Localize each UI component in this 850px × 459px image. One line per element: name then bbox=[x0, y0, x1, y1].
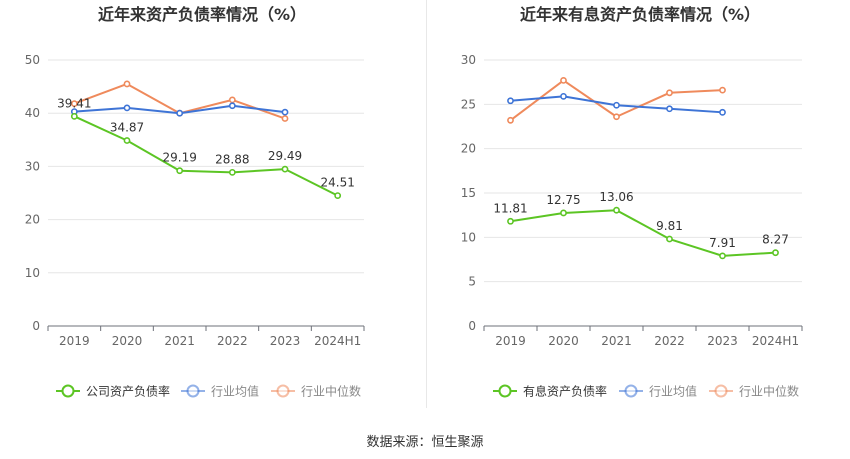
chart1-point-company-2024H1 bbox=[334, 192, 342, 200]
chart2-point-company-2020 bbox=[560, 209, 567, 217]
chart2-series-line-company bbox=[510, 209, 776, 257]
chart2-data-label-2022: 9.81 bbox=[656, 219, 683, 233]
chart1-point-company-2019 bbox=[70, 112, 78, 120]
chart1-point-company-2020 bbox=[123, 137, 131, 144]
chart2-x-tick-label-2021: 2021 bbox=[601, 334, 632, 348]
chart1-point-avg-2022 bbox=[228, 102, 236, 110]
chart1-y-tick-label-30: 30 bbox=[25, 159, 40, 173]
chart2-point-avg-2019 bbox=[507, 97, 514, 105]
chart2-point-median-2021 bbox=[613, 113, 620, 121]
chart1-y-tick-label-10: 10 bbox=[25, 266, 40, 280]
chart1-x-tick-label-2022: 2022 bbox=[217, 334, 248, 348]
chart1-data-label-2024H1: 24.51 bbox=[320, 176, 354, 190]
chart1-x-tick-label-2020: 2020 bbox=[112, 334, 143, 348]
chart1-x-tick-label-2023: 2023 bbox=[270, 334, 301, 348]
chart2-y-tick-label-5: 5 bbox=[468, 275, 476, 289]
chart2-legend-label-avg: 行业均值 bbox=[649, 384, 697, 399]
chart2-point-company-2019 bbox=[507, 217, 514, 225]
chart1-legend-label-avg: 行业均值 bbox=[211, 384, 259, 399]
chart2-y-tick-label-15: 15 bbox=[461, 186, 476, 200]
chart2-data-label-2019: 11.81 bbox=[493, 201, 527, 215]
chart1-y-tick-label-50: 50 bbox=[25, 53, 40, 67]
data-source-note: 数据来源：恒生聚源 bbox=[366, 435, 484, 450]
chart2-point-avg-2022 bbox=[666, 105, 673, 113]
chart2-title: 近年来有息资产负债率情况（%） bbox=[520, 5, 760, 24]
chart1-point-median-2019 bbox=[70, 100, 78, 108]
chart2-point-avg-2021 bbox=[613, 101, 620, 109]
chart1-point-company-2022 bbox=[228, 168, 236, 176]
chart1-y-tick-label-20: 20 bbox=[25, 213, 40, 227]
chart1-legend-marker-avg bbox=[186, 384, 200, 398]
chart2-y-tick-label-10: 10 bbox=[461, 230, 476, 244]
panel-divider bbox=[426, 0, 427, 408]
chart1-data-label-2020: 34.87 bbox=[110, 120, 144, 134]
chart1-data-label-2023: 29.49 bbox=[268, 149, 302, 163]
chart1-legend-marker-company bbox=[61, 384, 75, 398]
chart1-legend-marker-median bbox=[276, 384, 290, 398]
chart1-data-label-2022: 28.88 bbox=[215, 152, 249, 166]
chart1-point-avg-2020 bbox=[123, 104, 131, 112]
chart2-legend-marker-median bbox=[714, 384, 728, 398]
chart2-y-tick-label-25: 25 bbox=[461, 97, 476, 111]
chart1-legend-label-median: 行业中位数 bbox=[301, 384, 361, 399]
chart1-point-median-2022 bbox=[228, 96, 236, 104]
chart1-title: 近年来资产负债率情况（%） bbox=[98, 5, 306, 24]
chart2-x-tick-label-2024H1: 2024H1 bbox=[752, 334, 799, 348]
chart1-data-label-2019: 39.41 bbox=[57, 96, 91, 110]
chart2-x-tick-label-2023: 2023 bbox=[707, 334, 738, 348]
chart2-x-tick-label-2019: 2019 bbox=[495, 334, 526, 348]
chart2-data-label-2021: 13.06 bbox=[599, 190, 633, 204]
chart2-legend-label-median: 行业中位数 bbox=[739, 384, 799, 399]
chart1-legend-label-company: 公司资产负债率 bbox=[86, 384, 170, 399]
chart2-data-label-2024H1: 8.27 bbox=[762, 233, 789, 247]
chart1-point-avg-2021 bbox=[176, 109, 184, 117]
chart1-point-median-2020 bbox=[123, 80, 131, 88]
chart2-y-tick-label-20: 20 bbox=[461, 142, 476, 156]
chart2-point-median-2023 bbox=[719, 86, 726, 94]
chart1-point-company-2021 bbox=[176, 167, 184, 175]
chart2-point-median-2022 bbox=[666, 89, 673, 97]
chart1-series-line-company bbox=[73, 115, 339, 197]
chart2-point-avg-2020 bbox=[560, 92, 567, 100]
chart2-point-median-2019 bbox=[507, 116, 514, 124]
chart2-point-company-2022 bbox=[666, 235, 673, 243]
chart1-x-tick-label-2021: 2021 bbox=[164, 334, 195, 348]
chart2-point-company-2024H1 bbox=[772, 249, 779, 257]
chart1-x-tick-label-2024H1: 2024H1 bbox=[314, 334, 361, 348]
chart1-point-company-2023 bbox=[281, 165, 289, 173]
chart2-legend-label-company: 有息资产负债率 bbox=[523, 384, 607, 399]
chart1-x-tick-label-2019: 2019 bbox=[59, 334, 90, 348]
chart2-legend-marker-company bbox=[498, 384, 512, 398]
chart1-y-tick-label-0: 0 bbox=[32, 319, 40, 333]
chart1-y-tick-label-40: 40 bbox=[25, 106, 40, 120]
chart2-y-tick-label-30: 30 bbox=[461, 53, 476, 67]
chart2-x-tick-label-2022: 2022 bbox=[654, 334, 685, 348]
chart2-data-label-2023: 7.91 bbox=[709, 236, 736, 250]
chart1-point-median-2023 bbox=[281, 115, 289, 122]
chart2-point-median-2020 bbox=[560, 76, 567, 84]
chart1-point-avg-2023 bbox=[281, 108, 289, 116]
chart2-data-label-2020: 12.75 bbox=[546, 193, 580, 207]
chart1-data-label-2021: 29.19 bbox=[162, 151, 196, 165]
chart2-y-tick-label-0: 0 bbox=[468, 319, 476, 333]
chart2-legend-marker-avg bbox=[624, 384, 638, 398]
chart2-point-avg-2023 bbox=[719, 108, 726, 116]
chart2-x-tick-label-2020: 2020 bbox=[548, 334, 579, 348]
chart2-point-company-2023 bbox=[719, 252, 726, 260]
chart2-point-company-2021 bbox=[613, 206, 620, 214]
